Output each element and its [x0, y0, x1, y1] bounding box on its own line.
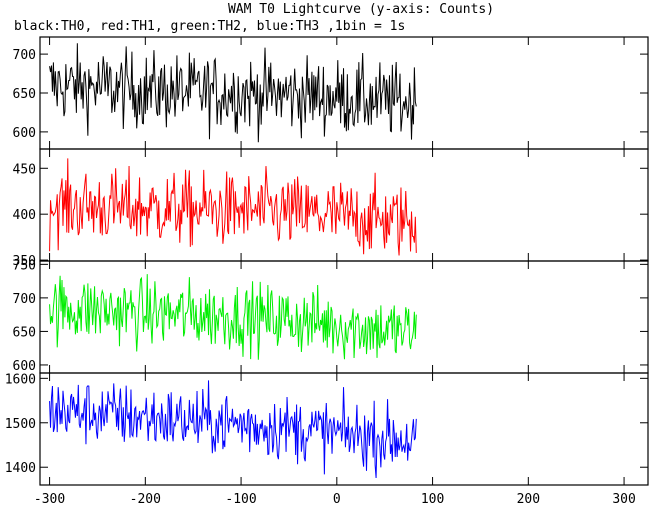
y-tick-label: 350: [13, 254, 36, 269]
y-tick-label: 600: [13, 126, 36, 141]
y-tick-label: 700: [13, 48, 36, 63]
chart-title: WAM T0 Lightcurve (y-axis: Counts): [228, 2, 494, 17]
y-tick-label: 450: [13, 162, 36, 177]
y-tick-label: 600: [13, 359, 36, 374]
panel-frame: [39, 372, 649, 486]
series-th2: [49, 274, 417, 360]
series-th1: [49, 158, 417, 256]
y-tick-label: 700: [13, 292, 36, 307]
panel-th1: 350 400 450: [13, 148, 649, 269]
series-th0: [49, 43, 417, 143]
y-tick-label: 650: [13, 87, 36, 102]
y-tick-label: 650: [13, 325, 36, 340]
x-axis: -300 -200 -100 0 100 200 300: [34, 492, 636, 505]
x-tick-label: 0: [333, 492, 341, 505]
y-tick-label: 1600: [5, 372, 36, 387]
series-th3: [49, 380, 417, 479]
x-tick-label: 200: [517, 492, 540, 505]
y-tick-label: 1500: [5, 417, 36, 432]
panel-th3: 1400 1500 1600: [5, 372, 649, 486]
x-tick-label: -200: [130, 492, 161, 505]
chart-subtitle: black:TH0, red:TH1, green:TH2, blue:TH3 …: [14, 19, 405, 34]
x-tick-label: -300: [34, 492, 65, 505]
x-tick-label: -100: [225, 492, 256, 505]
y-tick-label: 750: [13, 258, 36, 273]
chart-panels: 600 650 700 350 400 450 600 650 700 750 1400 1500 16…: [5, 36, 649, 486]
y-tick-label: 1400: [5, 461, 36, 476]
panel-th2: 600 650 700 750: [13, 258, 649, 374]
panel-th0: 600 650 700: [13, 36, 649, 150]
panel-frame: [39, 148, 649, 262]
x-tick-label: 100: [421, 492, 444, 505]
y-tick-label: 400: [13, 208, 36, 223]
x-tick-label: 300: [612, 492, 635, 505]
